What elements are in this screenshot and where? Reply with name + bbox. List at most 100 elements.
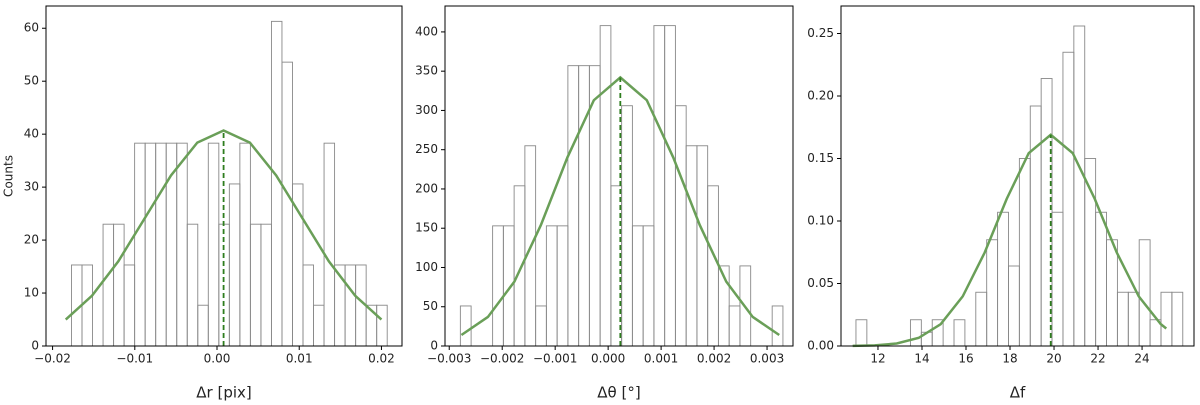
x-axis-label: Δθ [°] xyxy=(597,384,640,402)
hist-bar xyxy=(1138,239,1151,347)
x-tick-label: 24 xyxy=(1134,352,1149,366)
y-tick-label: 350 xyxy=(415,64,438,78)
hist-bar xyxy=(621,105,633,347)
y-tick-label: 400 xyxy=(415,24,438,38)
hist-bar xyxy=(1008,265,1020,347)
hist-bar xyxy=(313,304,325,347)
y-tick-label: 0.00 xyxy=(807,339,834,353)
hist-bar xyxy=(197,304,209,347)
x-tick-label: −0.002 xyxy=(480,352,524,366)
hist-bar xyxy=(302,264,314,347)
y-tick-label: 0.10 xyxy=(807,214,834,228)
x-tick-label: 0.001 xyxy=(644,352,678,366)
hist-bar xyxy=(653,25,666,347)
axes-frame xyxy=(444,5,794,347)
hist-bar xyxy=(556,225,569,347)
hist-bar xyxy=(1073,25,1086,347)
x-tick-label: −0.001 xyxy=(533,352,577,366)
y-tick-label: 200 xyxy=(415,181,438,195)
y-tick-label: 50 xyxy=(24,74,39,88)
hist-bar xyxy=(855,319,868,347)
hist-bar xyxy=(578,65,590,347)
hist-bar xyxy=(123,264,136,347)
x-tick-label: 14 xyxy=(914,352,929,366)
hist-bar xyxy=(545,225,558,347)
x-tick-label: −0.01 xyxy=(116,352,153,366)
hist-bar xyxy=(953,319,966,347)
hist-bar xyxy=(144,142,157,347)
hist-bar xyxy=(642,225,655,347)
y-tick-label: 10 xyxy=(24,286,39,300)
hist-bar xyxy=(1171,291,1184,347)
x-tick-label: 0.01 xyxy=(286,352,313,366)
hist-bar xyxy=(1160,291,1173,347)
y-tick-label: 150 xyxy=(415,221,438,235)
hist-bar xyxy=(207,142,220,347)
y-axis-label: Counts xyxy=(2,155,16,197)
x-axis-label: Δr [pix] xyxy=(196,384,251,402)
hist-bar xyxy=(81,264,93,347)
hist-bar xyxy=(344,264,357,347)
y-tick-label: 0 xyxy=(31,339,39,353)
y-tick-label: 40 xyxy=(24,127,39,141)
hist-bar xyxy=(1095,211,1107,347)
hist-bar xyxy=(323,142,336,347)
x-tick-label: 16 xyxy=(958,352,973,366)
hist-bar xyxy=(975,291,988,347)
x-tick-label: 0.002 xyxy=(697,352,731,366)
hist-bar xyxy=(1127,291,1140,347)
y-tick-label: 0.20 xyxy=(807,89,834,103)
hist-bar xyxy=(707,185,719,347)
x-tick-label: 0.00 xyxy=(204,352,231,366)
x-tick-label: −0.003 xyxy=(427,352,471,366)
hist-bar xyxy=(696,145,709,347)
x-tick-label: −0.02 xyxy=(34,352,71,366)
y-tick-label: 20 xyxy=(24,233,39,247)
hist-bar xyxy=(459,305,472,347)
hist-bar xyxy=(997,211,1009,347)
y-tick-label: 60 xyxy=(24,21,39,35)
y-tick-label: 250 xyxy=(415,142,438,156)
x-tick-label: 22 xyxy=(1090,352,1105,366)
y-tick-label: 0.15 xyxy=(807,151,834,165)
y-tick-label: 50 xyxy=(423,299,438,313)
axes-frame xyxy=(45,5,403,347)
hist-bar xyxy=(1018,158,1031,347)
hist-bar xyxy=(228,183,241,347)
hist-bar xyxy=(685,145,698,347)
fit-curve xyxy=(64,129,383,321)
hist-bar xyxy=(249,223,262,347)
hist-bar xyxy=(134,142,146,347)
hist-bar xyxy=(631,225,644,347)
hist-bar xyxy=(567,65,580,347)
hist-bar xyxy=(771,305,784,347)
x-tick-label: 20 xyxy=(1046,352,1061,366)
hist-bar xyxy=(1062,51,1075,347)
hist-bar xyxy=(1029,105,1042,347)
hist-bar xyxy=(535,305,547,347)
y-tick-label: 0.05 xyxy=(807,276,834,290)
hist-bar xyxy=(113,223,125,347)
hist-bar xyxy=(728,305,741,347)
hist-bar xyxy=(674,105,687,347)
y-tick-label: 0 xyxy=(430,339,438,353)
hist-bar xyxy=(1051,211,1064,347)
x-tick-label: 12 xyxy=(870,352,885,366)
x-tick-label: 0.003 xyxy=(750,352,784,366)
hist-bar xyxy=(239,142,251,347)
hist-bar xyxy=(281,61,293,347)
x-tick-label: 0.02 xyxy=(368,352,395,366)
hist-bar xyxy=(1116,291,1129,347)
y-tick-label: 30 xyxy=(24,180,39,194)
y-tick-label: 300 xyxy=(415,103,438,117)
hist-bar xyxy=(155,142,167,347)
y-tick-label: 100 xyxy=(415,260,438,274)
axes-frame xyxy=(840,5,1195,347)
hist-bar xyxy=(260,223,272,347)
hist-bar xyxy=(376,304,388,347)
hist-bar xyxy=(909,319,922,347)
x-axis-label: Δf xyxy=(1010,384,1026,402)
hist-bar xyxy=(492,225,504,347)
